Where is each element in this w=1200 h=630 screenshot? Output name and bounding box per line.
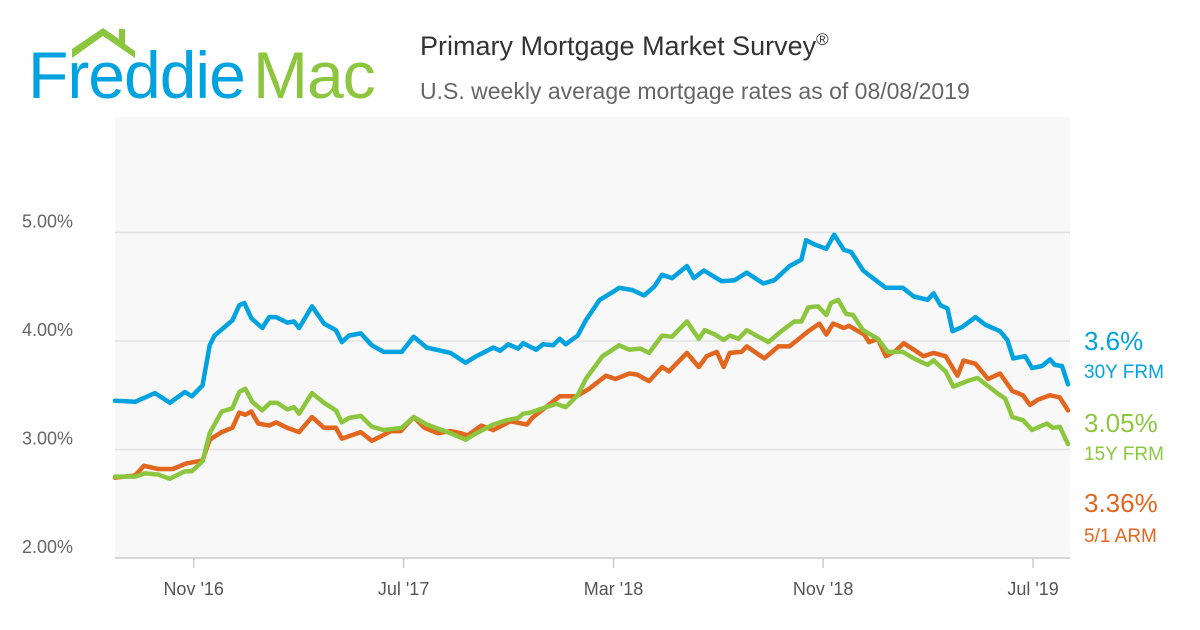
chart-subtitle: U.S. weekly average mortgage rates as of… [420,78,970,104]
x-tick-label: Mar '18 [584,579,643,599]
end-label-30y: 30Y FRM [1084,362,1164,383]
y-tick-label: 5.00% [22,212,73,232]
y-tick-label: 4.00% [22,320,73,340]
series-line-15y-frm [112,297,1071,482]
svg-text:Mac: Mac [253,38,375,108]
y-tick-label: 2.00% [22,537,73,557]
end-value-arm: 3.36% [1084,488,1158,518]
x-tick-label: Nov '16 [163,579,223,599]
x-tick-label: Nov '18 [793,579,853,599]
y-tick-label: 3.00% [22,429,73,449]
svg-text:Freddie: Freddie [28,38,245,108]
logo-roof-icon [72,28,135,58]
registered-mark: ® [816,30,829,49]
x-tick-label: Jul '19 [1007,579,1058,599]
plot-area [115,117,1070,558]
end-label-15y: 15Y FRM [1084,444,1164,465]
freddie-mac-logo: Freddie Mac [28,28,376,108]
end-label-arm: 5/1 ARM [1084,526,1157,547]
series-line-30y-frm [112,232,1071,406]
end-value-15y: 3.05% [1084,408,1158,438]
x-tick-label: Jul '17 [378,579,429,599]
end-value-30y: 3.6% [1084,326,1144,356]
title-text: Primary Mortgage Market Survey [420,31,817,61]
series-line-5-1-arm [112,321,1071,480]
chart-title: Primary Mortgage Market Survey® [420,30,829,62]
